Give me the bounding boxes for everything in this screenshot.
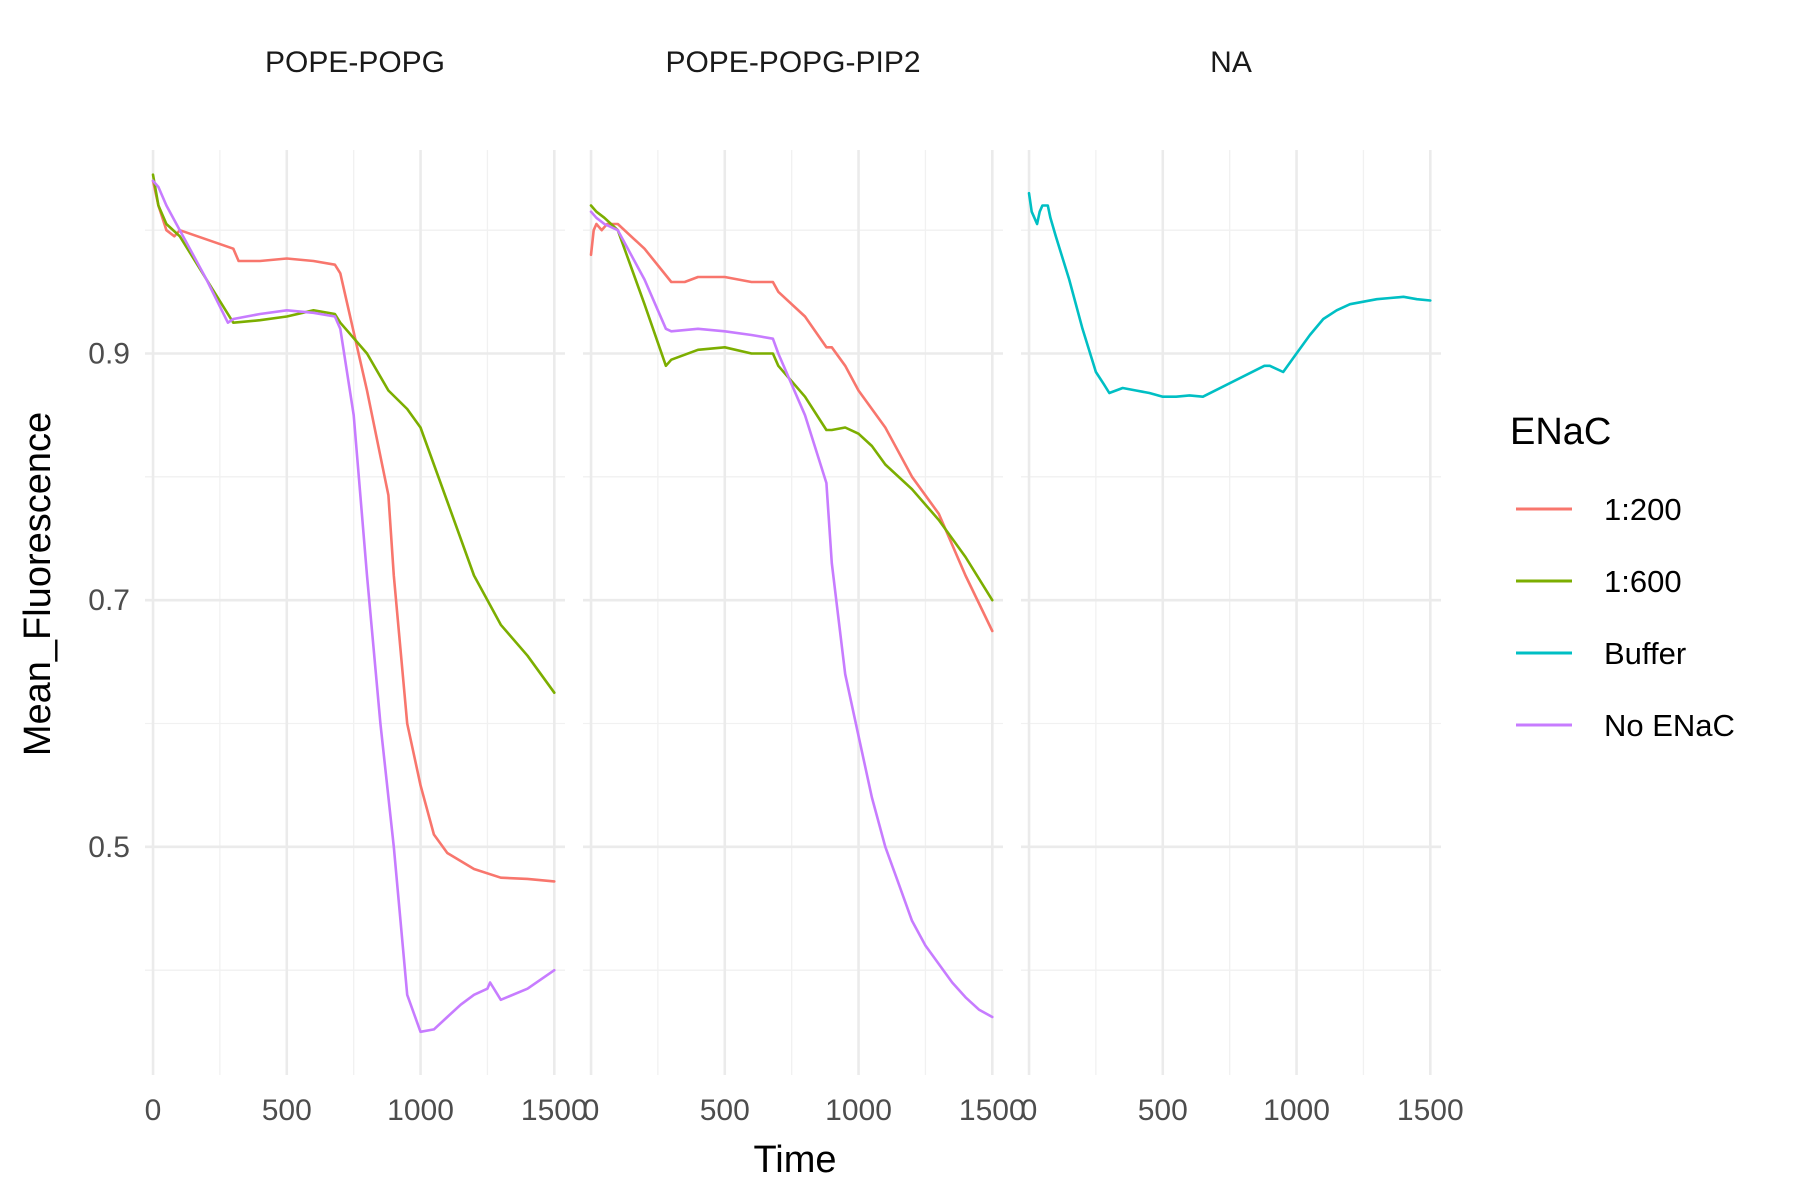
y-tick-label: 0.5 (88, 831, 130, 864)
legend-item: 1:200 (1516, 492, 1682, 527)
x-tick-label: 500 (1138, 1094, 1188, 1127)
x-tick-label: 1000 (1263, 1094, 1330, 1127)
legend-label: 1:600 (1604, 564, 1682, 599)
panel-2: POPE-POPG-PIP2 0 500 1000 1500 (583, 46, 1026, 1127)
x-tick-label: 0 (145, 1094, 162, 1127)
panel-1: POPE-POPG 0 500 1000 1500 (145, 46, 588, 1127)
panels-layer: POPE-POPG 0 500 1000 1500 POPE-POPG-PIP2 0 500 1… (145, 46, 1464, 1127)
panel-strip-label: POPE-POPG-PIP2 (665, 46, 920, 79)
x-tick-label: 0 (1021, 1094, 1038, 1127)
x-tick-label: 1000 (387, 1094, 454, 1127)
x-tick-label: 500 (700, 1094, 750, 1127)
series-line-buffer (1027, 191, 1432, 399)
series-line-1-600 (589, 204, 994, 602)
series-line-1-200 (151, 179, 556, 883)
x-tick-label: 1500 (959, 1094, 1026, 1127)
x-tick-label: 1500 (1397, 1094, 1464, 1127)
legend-label: 1:200 (1604, 492, 1682, 527)
x-axis-title: Time (753, 1139, 836, 1181)
x-tick-label: 500 (262, 1094, 312, 1127)
y-axis: 0.5 0.7 0.9 (88, 338, 130, 864)
panel-strip-label: NA (1210, 46, 1252, 79)
x-tick-label: 1000 (825, 1094, 892, 1127)
legend-label: Buffer (1604, 636, 1686, 671)
legend-item: Buffer (1516, 636, 1686, 671)
legend: ENaC 1:200 1:600 Buffer No ENaC (1510, 411, 1735, 743)
legend-title: ENaC (1510, 411, 1611, 453)
y-tick-label: 0.9 (88, 338, 130, 371)
series-line-no-enac (151, 179, 556, 1034)
y-axis-title: Mean_Fluorescence (17, 412, 59, 756)
series-line-1-600 (151, 173, 556, 695)
x-tick-label: 0 (583, 1094, 600, 1127)
series-line-no-enac (589, 210, 994, 1019)
legend-items: 1:200 1:600 Buffer No ENaC (1516, 492, 1735, 743)
y-tick-label: 0.7 (88, 584, 130, 617)
x-tick-label: 1500 (521, 1094, 588, 1127)
legend-label: No ENaC (1604, 708, 1735, 743)
legend-item: No ENaC (1516, 708, 1735, 743)
legend-item: 1:600 (1516, 564, 1682, 599)
panel-strip-label: POPE-POPG (265, 46, 445, 79)
panel-3: NA 0 500 1000 1500 (1021, 46, 1464, 1127)
